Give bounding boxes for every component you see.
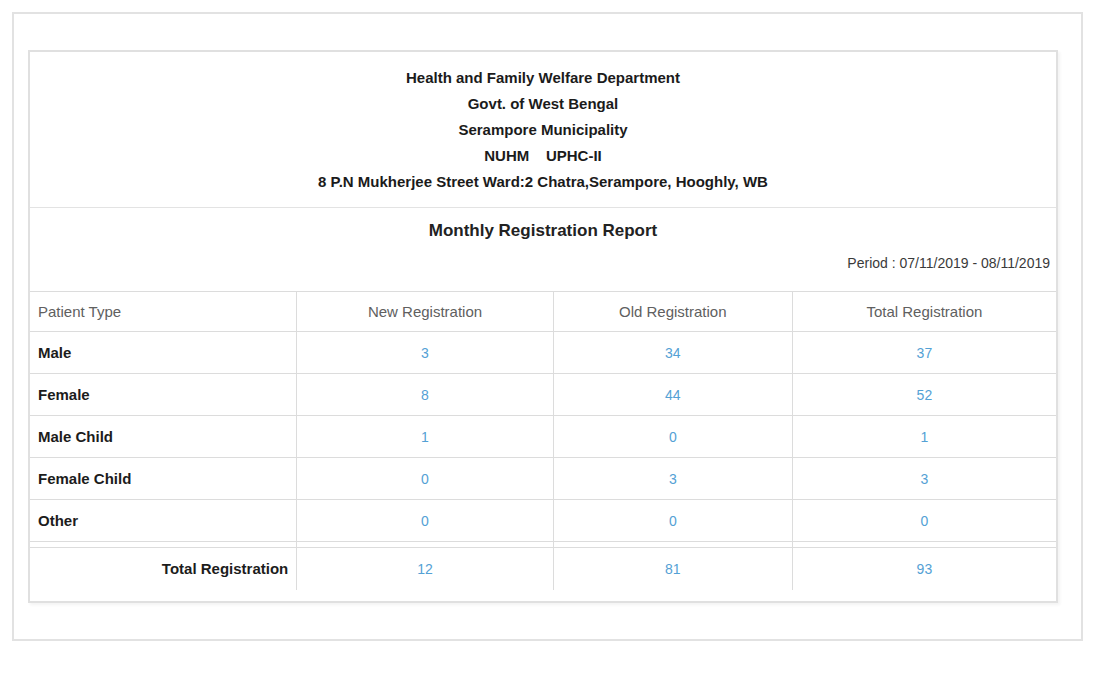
col-header-patient-type: Patient Type — [30, 292, 297, 332]
total-old-registration-value[interactable]: 81 — [553, 548, 792, 590]
new-registration-value[interactable]: 1 — [297, 416, 554, 458]
org-department-line: Health and Family Welfare Department — [30, 65, 1056, 91]
patient-type-cell: Female Child — [30, 458, 297, 500]
col-header-total-registration: Total Registration — [792, 292, 1056, 332]
patient-type-cell: Female — [30, 374, 297, 416]
patient-type-cell: Male Child — [30, 416, 297, 458]
grand-total-registration-value[interactable]: 93 — [792, 548, 1056, 590]
total-registration-value[interactable]: 3 — [792, 458, 1056, 500]
old-registration-value[interactable]: 0 — [553, 416, 792, 458]
new-registration-value[interactable]: 8 — [297, 374, 554, 416]
new-registration-value[interactable]: 0 — [297, 500, 554, 542]
total-row-label: Total Registration — [30, 548, 297, 590]
page-frame: Health and Family Welfare Department Gov… — [12, 12, 1083, 641]
total-new-registration-value[interactable]: 12 — [297, 548, 554, 590]
row-male-child: Male Child 1 0 1 — [30, 416, 1056, 458]
row-male: Male 3 34 37 — [30, 332, 1056, 374]
row-total: Total Registration 12 81 93 — [30, 548, 1056, 590]
total-registration-value[interactable]: 0 — [792, 500, 1056, 542]
row-other: Other 0 0 0 — [30, 500, 1056, 542]
new-registration-value[interactable]: 3 — [297, 332, 554, 374]
table-header-row: Patient Type New Registration Old Regist… — [30, 292, 1056, 332]
col-header-new-registration: New Registration — [297, 292, 554, 332]
old-registration-value[interactable]: 34 — [553, 332, 792, 374]
new-registration-value[interactable]: 0 — [297, 458, 554, 500]
report-title: Monthly Registration Report — [30, 208, 1056, 241]
org-govt-line: Govt. of West Bengal — [30, 91, 1056, 117]
patient-type-cell: Male — [30, 332, 297, 374]
org-facility-line: NUHM UPHC-II — [30, 143, 1056, 169]
row-female-child: Female Child 0 3 3 — [30, 458, 1056, 500]
org-address-line: 8 P.N Mukherjee Street Ward:2 Chatra,Ser… — [30, 169, 1056, 195]
total-registration-value[interactable]: 37 — [792, 332, 1056, 374]
total-registration-value[interactable]: 52 — [792, 374, 1056, 416]
registration-table: Patient Type New Registration Old Regist… — [30, 291, 1056, 590]
total-registration-value[interactable]: 1 — [792, 416, 1056, 458]
row-female: Female 8 44 52 — [30, 374, 1056, 416]
report-panel: Health and Family Welfare Department Gov… — [28, 50, 1058, 603]
old-registration-value[interactable]: 3 — [553, 458, 792, 500]
org-municipality-line: Serampore Municipality — [30, 117, 1056, 143]
col-header-old-registration: Old Registration — [553, 292, 792, 332]
report-header: Health and Family Welfare Department Gov… — [30, 52, 1056, 208]
old-registration-value[interactable]: 0 — [553, 500, 792, 542]
patient-type-cell: Other — [30, 500, 297, 542]
old-registration-value[interactable]: 44 — [553, 374, 792, 416]
report-period: Period : 07/11/2019 - 08/11/2019 — [30, 241, 1056, 291]
